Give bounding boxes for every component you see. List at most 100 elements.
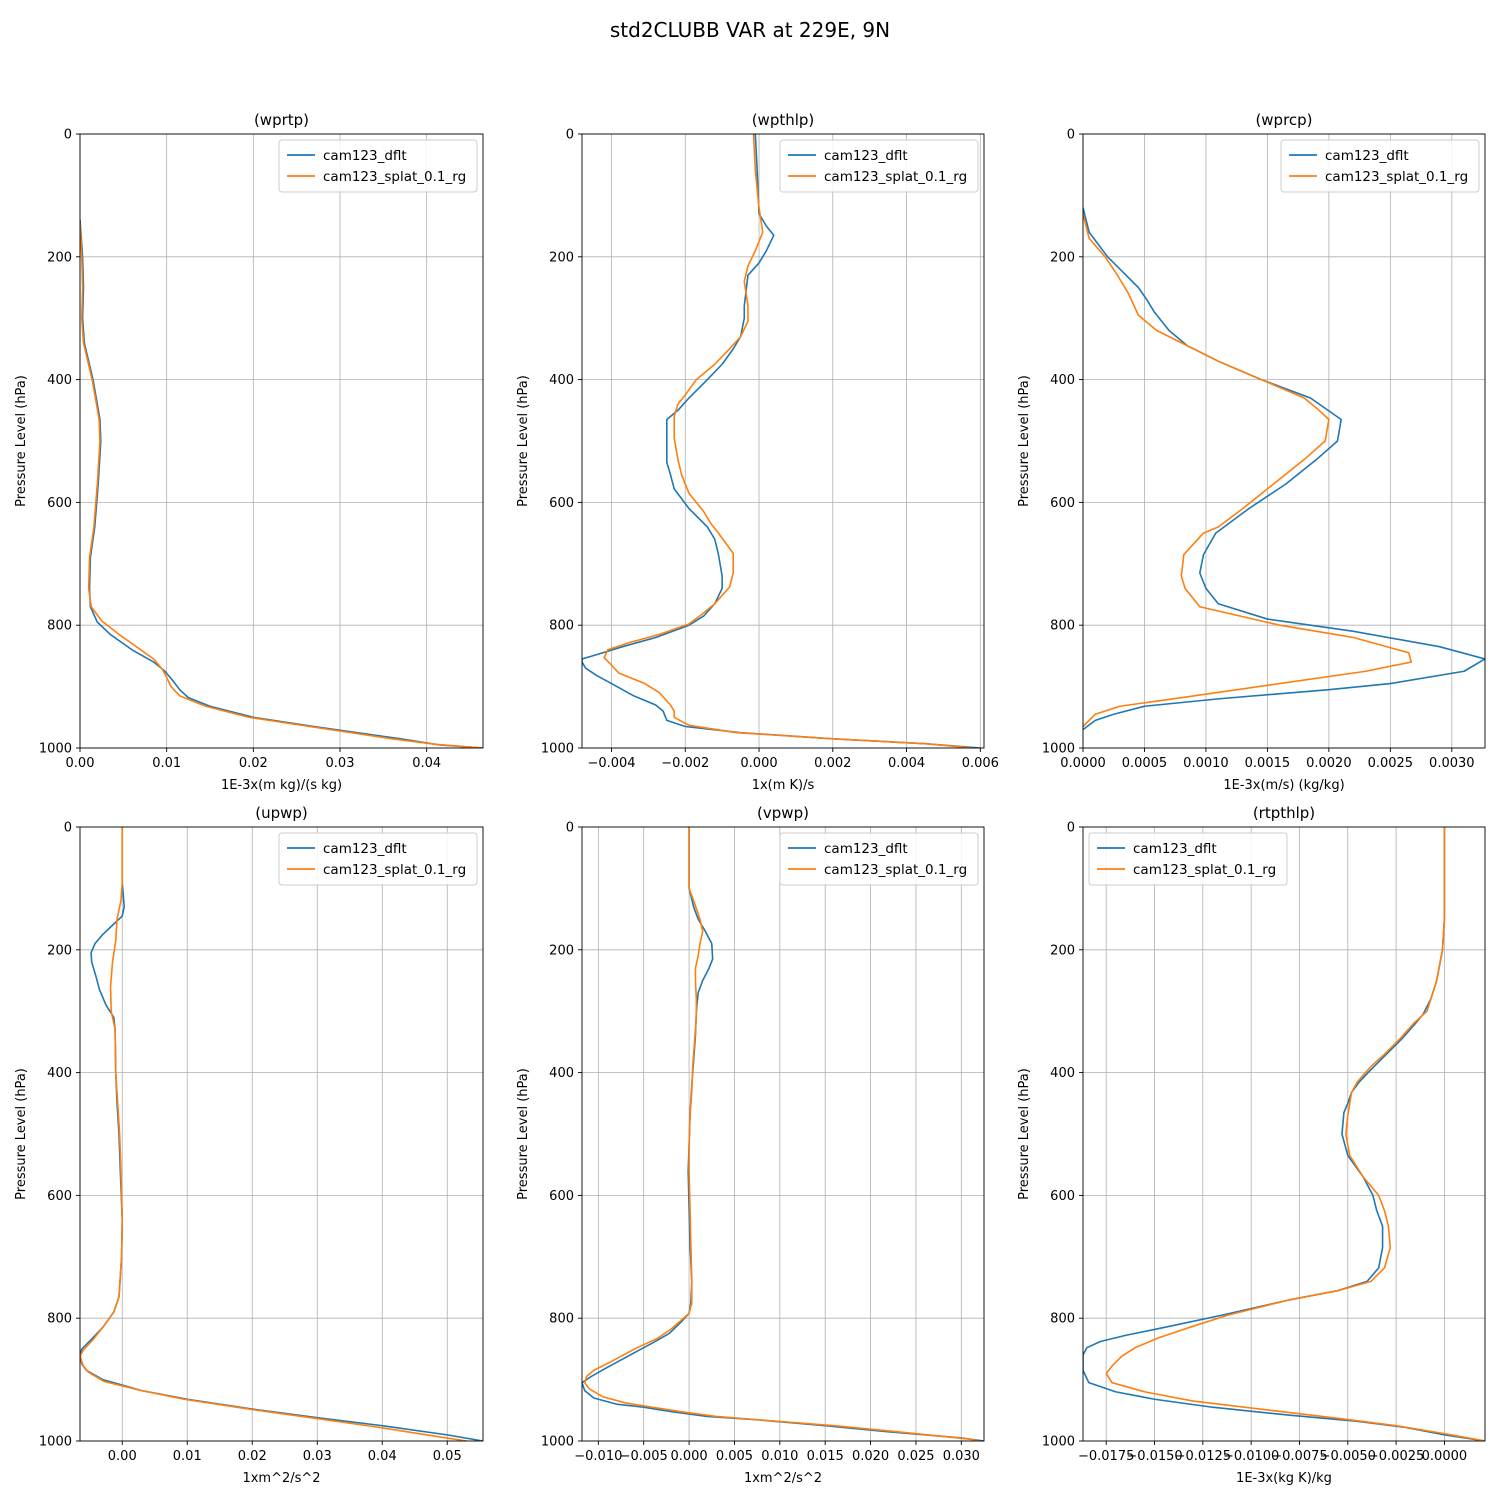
legend-box (779, 832, 979, 886)
y-tick-label: 200 (47, 250, 72, 265)
legend-label: cam123_splat_0.1_rg (824, 862, 967, 878)
x-tick-label: 0.0020 (1306, 756, 1352, 771)
y-tick-label: 1000 (39, 1435, 72, 1450)
series-line-cam123_splat_0.1_rg (583, 827, 980, 1441)
series-line-cam123_dflt (80, 219, 483, 748)
series-line-cam123_splat_0.1_rg (1105, 827, 1485, 1441)
legend-box (1088, 832, 1288, 886)
x-tick-label: 0.00 (108, 1449, 137, 1464)
legend-box (1280, 139, 1480, 193)
x-tick-label: 0.015 (807, 1449, 844, 1464)
y-tick-label: 800 (1050, 1312, 1075, 1327)
y-axis-label: Pressure Level (hPa) (516, 1068, 531, 1200)
y-tick-label: 600 (549, 1189, 574, 1204)
legend-label: cam123_splat_0.1_rg (1325, 169, 1468, 185)
x-tick-label: 0.03 (303, 1449, 332, 1464)
x-tick-label: 0.0010 (1183, 756, 1229, 771)
legend-label: cam123_splat_0.1_rg (323, 862, 466, 878)
x-tick-label: 0.03 (326, 756, 355, 771)
x-tick-label: −0.0050 (1320, 1449, 1376, 1464)
y-tick-label: 0 (566, 821, 574, 836)
subplot-rtpthlp: −0.0175−0.0150−0.0125−0.0100−0.0075−0.00… (1017, 804, 1486, 1486)
y-axis-label: Pressure Level (hPa) (1017, 375, 1032, 507)
x-tick-label: −0.0025 (1368, 1449, 1424, 1464)
y-tick-label: 400 (549, 373, 574, 388)
subplot-title: (upwp) (255, 804, 308, 822)
axes-frame (79, 133, 484, 749)
legend-box (779, 139, 979, 193)
x-tick-label: 0.010 (761, 1449, 798, 1464)
series-line-cam123_splat_0.1_rg (80, 222, 483, 748)
subplot-wprcp: 0.0000 0.0005 0.0010 0.0015 0.0020 0.0025 0.00… (1017, 111, 1486, 793)
x-tick-label: 0.002 (814, 756, 851, 771)
y-tick-label: 400 (1050, 1066, 1075, 1081)
series-line-cam123_dflt (582, 827, 984, 1441)
x-tick-label: 0.004 (888, 756, 925, 771)
legend-label: cam123_splat_0.1_rg (1133, 862, 1276, 878)
x-tick-label: −0.005 (620, 1449, 668, 1464)
y-tick-label: 400 (47, 1066, 72, 1081)
axes-frame (581, 133, 985, 749)
axes-frame (581, 826, 985, 1442)
x-axis-label: 1xm^2/s^2 (242, 1471, 320, 1486)
series-line-cam123_splat_0.1_rg (1083, 213, 1413, 728)
y-tick-label: 1000 (1042, 742, 1075, 757)
series-line-cam123_dflt (1083, 827, 1485, 1441)
x-tick-label: 0.000 (670, 1449, 707, 1464)
x-tick-label: −0.010 (574, 1449, 622, 1464)
x-tick-label: 0.0005 (1122, 756, 1168, 771)
legend-label: cam123_splat_0.1_rg (323, 169, 466, 185)
y-tick-label: 400 (47, 373, 72, 388)
x-tick-label: −0.0075 (1271, 1449, 1327, 1464)
x-tick-label: 0.04 (412, 756, 441, 771)
x-tick-label: 0.04 (368, 1449, 397, 1464)
x-tick-label: −0.002 (661, 756, 709, 771)
x-tick-label: 0.01 (152, 756, 181, 771)
series-line-cam123_splat_0.1_rg (603, 134, 974, 748)
y-tick-label: 800 (47, 619, 72, 634)
x-tick-label: −0.004 (587, 756, 635, 771)
legend: cam123_dflt cam123_splat_0.1_rg (779, 139, 979, 193)
legend-label: cam123_dflt (824, 841, 908, 857)
x-tick-label: 0.00 (66, 756, 95, 771)
subplot-grid: 0.00 0.01 0.02 0.03 0.04 0 200 400 600 800 1000 (wp… (14, 111, 1486, 1486)
axes-frame (79, 826, 484, 1442)
y-tick-label: 600 (1050, 1189, 1075, 1204)
legend-box (278, 139, 478, 193)
series-line-cam123_splat_0.1_rg (80, 827, 467, 1441)
y-axis-label: Pressure Level (hPa) (14, 1068, 29, 1200)
y-axis-label: Pressure Level (hPa) (14, 375, 29, 507)
legend-label: cam123_dflt (323, 148, 407, 164)
x-axis-label: 1x(m K)/s (752, 778, 815, 793)
x-axis-label: 1E-3x(kg K)/kg (1236, 1471, 1332, 1486)
y-tick-label: 0 (1067, 821, 1075, 836)
y-tick-label: 0 (64, 821, 72, 836)
axes-frame (1082, 826, 1486, 1442)
y-tick-label: 200 (549, 943, 574, 958)
x-tick-label: 0.0030 (1429, 756, 1475, 771)
x-tick-label: 0.005 (716, 1449, 753, 1464)
x-tick-label: 0.05 (433, 1449, 462, 1464)
x-tick-label: 0.0025 (1368, 756, 1414, 771)
y-tick-label: 200 (1050, 250, 1075, 265)
y-tick-label: 1000 (541, 742, 574, 757)
y-tick-label: 800 (47, 1312, 72, 1327)
legend: cam123_dflt cam123_splat_0.1_rg (278, 832, 478, 886)
y-axis-label: Pressure Level (hPa) (516, 375, 531, 507)
legend-label: cam123_dflt (323, 841, 407, 857)
subplot-vpwp: −0.010−0.005 0.000 0.005 0.010 0.015 0.020 0.0… (516, 804, 985, 1486)
axes-frame (1082, 133, 1486, 749)
series-line-cam123_dflt (1083, 207, 1485, 731)
legend-box (278, 832, 478, 886)
y-tick-label: 200 (47, 943, 72, 958)
x-tick-label: 0.01 (173, 1449, 202, 1464)
y-tick-label: 600 (549, 496, 574, 511)
y-tick-label: 400 (549, 1066, 574, 1081)
y-tick-label: 600 (47, 1189, 72, 1204)
x-axis-label: 1E-3x(m kg)/(s kg) (221, 778, 342, 793)
series-line-cam123_dflt (582, 134, 981, 748)
y-tick-label: 0 (64, 128, 72, 143)
x-tick-label: 0.020 (852, 1449, 889, 1464)
